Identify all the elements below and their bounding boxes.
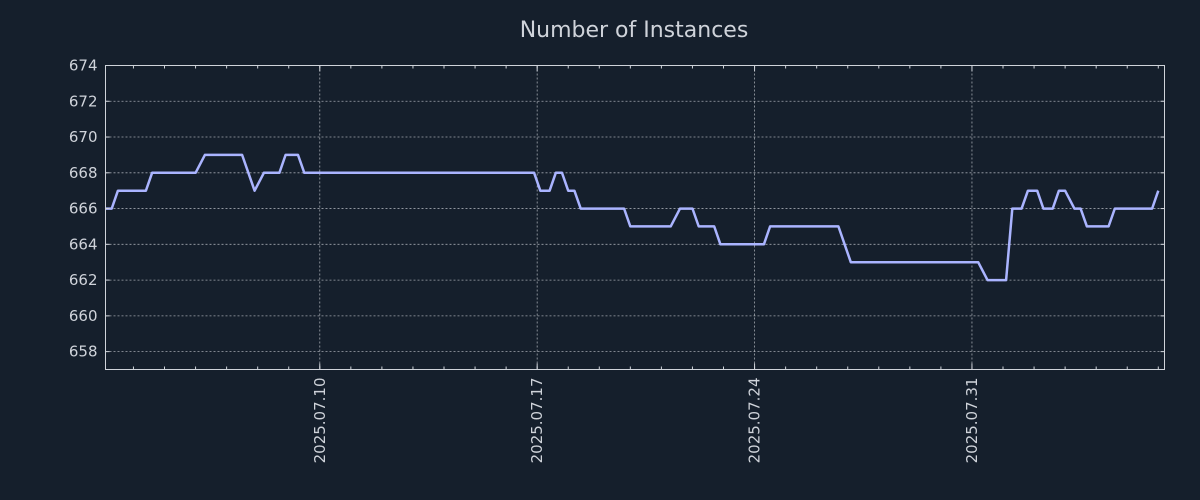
- y-tick-label: 660: [69, 307, 98, 325]
- x-tick-label: 2025.07.17: [528, 378, 546, 464]
- plot-frame: [105, 65, 1165, 370]
- series-line-instances: [105, 153, 1160, 282]
- x-tick-label: 2025.07.24: [746, 378, 764, 464]
- x-axis-ticks: 2025.07.10 2025.07.17 2025.07.24 2025.07.31: [132, 65, 1159, 464]
- y-tick-label: 668: [69, 164, 98, 182]
- series-layer: [105, 153, 1160, 282]
- y-tick-label: 674: [69, 57, 98, 75]
- y-tick-label: 666: [69, 200, 98, 218]
- grid-layer: [105, 65, 1165, 370]
- y-tick-label: 670: [69, 128, 98, 146]
- y-tick-label: 662: [69, 271, 98, 289]
- x-tick-label: 2025.07.31: [963, 378, 981, 464]
- chart-title: Number of Instances: [520, 18, 749, 43]
- y-axis-ticks: 658 660 662 664 666 668 670 672 674: [69, 57, 1165, 361]
- y-tick-label: 658: [69, 343, 98, 361]
- y-tick-label: 664: [69, 235, 98, 253]
- x-tick-label: 2025.07.10: [311, 378, 329, 464]
- y-tick-label: 672: [69, 92, 98, 110]
